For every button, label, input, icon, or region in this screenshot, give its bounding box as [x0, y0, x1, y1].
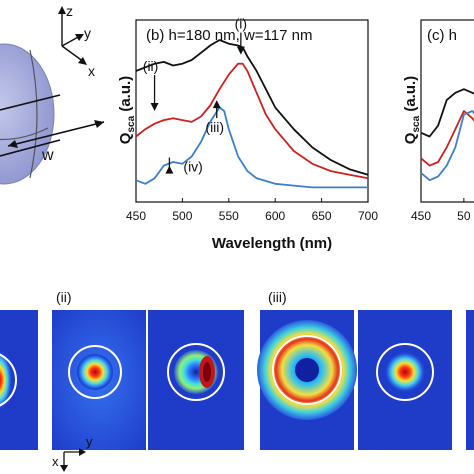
width-label: w: [41, 147, 54, 164]
chart-b-x-ticks: 450 500 550 600 650 700: [126, 198, 378, 223]
chart-c: (c) h Qsca (a.u.) 450 50: [402, 19, 474, 223]
map-axis-x-label: x: [52, 454, 59, 469]
particle-schematic: w z y x: [0, 3, 105, 185]
svg-text:Qsca (a.u.): Qsca (a.u.): [402, 76, 422, 144]
coordinate-axes: z y x: [58, 3, 95, 79]
chart-c-ylabel-units: (a.u.): [402, 76, 419, 112]
annotation-arrow-head: [212, 100, 221, 109]
chart-b-ylabel: Q: [117, 132, 134, 144]
chart-b-x-tick-label: 650: [312, 209, 332, 223]
map-axis-y-label: y: [86, 434, 93, 449]
annotation-arrow-head: [150, 103, 159, 111]
field-map-ii-a: [52, 310, 146, 450]
annotation-arrow-head: [236, 46, 245, 55]
chart-b-series-line-3: [135, 106, 368, 189]
field-map-i: [0, 310, 38, 450]
chart-c-x-tick-label: 50: [457, 209, 471, 223]
chart-b-x-tick-label: 500: [172, 209, 192, 223]
map-group-label-iii: (iii): [268, 289, 287, 305]
svg-text:Qsca (a.u.): Qsca (a.u.): [117, 76, 137, 144]
chart-b-x-tick-label: 600: [265, 209, 285, 223]
chart-b-x-tick-label: 450: [126, 209, 146, 223]
annotation-label: (i): [235, 16, 247, 32]
chart-c-y-axis-title: Qsca (a.u.): [402, 76, 422, 144]
chart-b-series-line-1: [135, 39, 369, 176]
chart-c-ylabel-sub: sca: [411, 115, 422, 132]
chart-c-series-line-3: [420, 110, 474, 182]
axis-label-x: x: [88, 63, 95, 79]
field-map-iii-b: [358, 310, 452, 450]
chart-b-ylabel-units: (a.u.): [117, 76, 134, 112]
particle-meridian: [29, 49, 38, 179]
chart-b-xlabel: Wavelength (nm): [212, 235, 332, 252]
map-group-label-ii: (ii): [56, 289, 72, 305]
chart-c-series: [420, 88, 474, 182]
particle-equator: [0, 127, 49, 141]
chart-c-plot-frame: [420, 19, 474, 203]
field-maps: (ii) (iii): [0, 289, 474, 472]
chart-b-series: [135, 39, 369, 189]
particle-ellipsoid: [0, 43, 55, 185]
width-arrow: [7, 121, 105, 147]
chart-c-title: (c) h: [427, 27, 457, 44]
annotation-arrow-head: [165, 165, 174, 174]
annotation-label: (iii): [205, 119, 224, 135]
chart-b-series-line-2: [135, 62, 369, 180]
chart-b-x-tick-label: 700: [358, 209, 378, 223]
chart-c-ylabel: Q: [402, 132, 419, 144]
chart-b-ylabel-sub: sca: [126, 115, 137, 132]
chart-c-x-tick-label: 450: [411, 209, 431, 223]
map-coordinate-axes: x y: [52, 434, 93, 472]
chart-b-plot-frame: [135, 19, 369, 203]
field-map-iv-partial: [466, 310, 474, 450]
chart-c-x-ticks: 450 50: [411, 198, 471, 223]
chart-c-series-line-2: [420, 110, 474, 167]
annotation-label: (iv): [183, 159, 202, 175]
chart-b-annotations: (i) (ii) (iii) (iv): [143, 16, 247, 175]
chart-b: (b) h=180 nm, w=117 nm Qsca (a.u.) 450 50…: [117, 16, 378, 252]
chart-c-series-line-1: [420, 88, 474, 138]
axis-label-z: z: [66, 3, 73, 19]
annotation-label: (ii): [143, 58, 159, 74]
field-map-iii-a: [257, 310, 357, 450]
chart-b-title: (b) h=180 nm, w=117 nm: [146, 27, 312, 44]
axis-label-y: y: [84, 25, 91, 41]
field-map-ii-b: [148, 310, 244, 450]
chart-b-x-tick-label: 550: [219, 209, 239, 223]
chart-b-y-axis-title: Qsca (a.u.): [117, 76, 137, 144]
